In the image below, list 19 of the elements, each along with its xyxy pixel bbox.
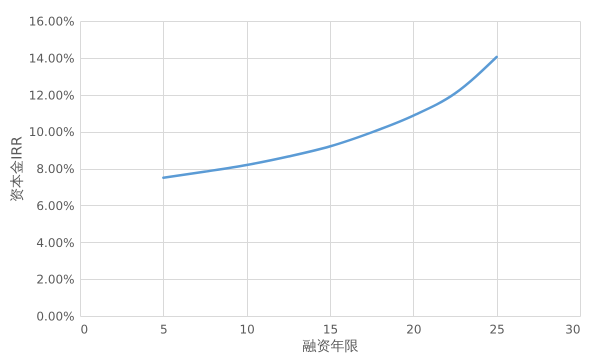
y-tick-label: 2.00% <box>36 272 74 287</box>
y-tick-label: 8.00% <box>36 162 74 176</box>
y-tick-label: 0.00% <box>36 310 74 324</box>
y-tick-label: 12.00% <box>28 88 74 102</box>
y-tick-label: 4.00% <box>36 236 74 250</box>
x-tick-label: 30 <box>565 322 580 336</box>
y-axis-title: 资本金IRR <box>10 136 26 202</box>
line-series <box>162 56 498 179</box>
y-tick-label: 16.00% <box>28 14 74 28</box>
y-tick-label: 14.00% <box>28 51 74 66</box>
x-tick-label: 25 <box>490 322 505 336</box>
x-tick-label: 20 <box>406 322 422 336</box>
x-tick-label: 5 <box>160 322 168 336</box>
x-axis-title: 融资年限 <box>302 338 358 354</box>
x-tick-label: 15 <box>322 322 338 336</box>
y-tick-label: 10.00% <box>28 125 74 140</box>
y-tick-label: 6.00% <box>36 198 74 213</box>
x-tick-label: 0 <box>80 322 88 336</box>
x-tick-label: 10 <box>240 322 255 336</box>
